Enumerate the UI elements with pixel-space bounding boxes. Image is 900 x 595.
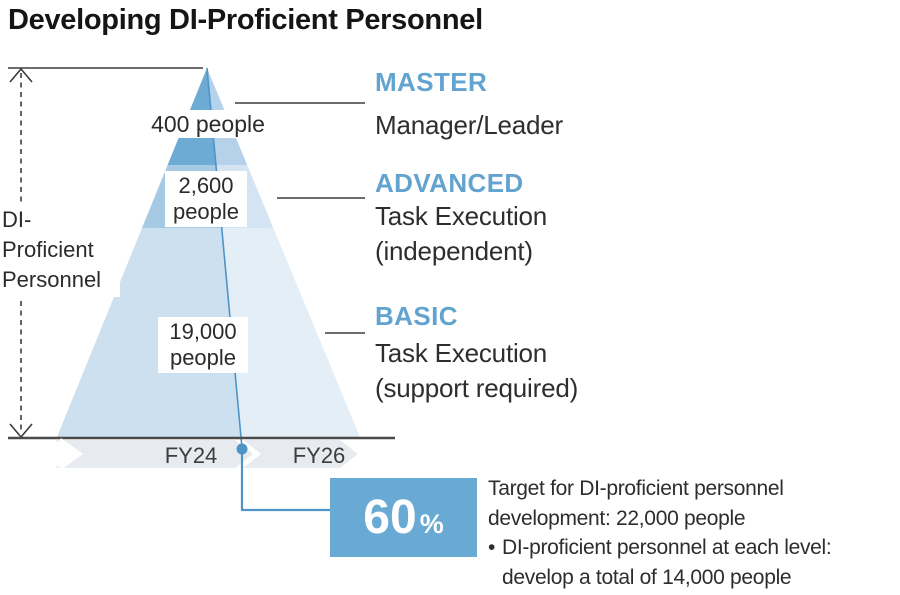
level-name-master: MASTER bbox=[375, 67, 488, 97]
level-desc-advanced-line1: Task Execution bbox=[375, 201, 548, 231]
page-title: Developing DI-Proficient Personnel bbox=[8, 4, 483, 36]
timeline-band-tail-gap bbox=[56, 438, 83, 470]
advanced-count-label: 2,600 people bbox=[165, 171, 247, 227]
timeline-band-fy24 bbox=[55, 440, 253, 468]
pyramid-basic-right-face bbox=[221, 228, 360, 437]
target-text-block: Target for DI-proficient personnel devel… bbox=[488, 474, 888, 592]
advanced-count-value: 2,600 bbox=[178, 173, 234, 198]
basic-count-unit: people bbox=[169, 345, 237, 370]
target-line1: Target for DI-proficient personnel bbox=[488, 477, 784, 500]
master-count-label: 400 people bbox=[148, 110, 268, 138]
percent-callout-unit: % bbox=[419, 509, 444, 539]
level-desc-master: Manager/Leader bbox=[375, 110, 563, 140]
level-desc-basic-line2: (support required) bbox=[375, 373, 579, 403]
percent-callout-value: 60 bbox=[363, 490, 417, 544]
advanced-count-unit: people bbox=[172, 199, 240, 224]
timeline-label-fy24: FY24 bbox=[164, 443, 218, 468]
basic-count-label: 19,000 people bbox=[158, 317, 248, 373]
level-desc-basic-line1: Task Execution bbox=[375, 338, 548, 368]
axis-label-line1: DI-Proficient bbox=[2, 207, 94, 262]
level-name-basic: BASIC bbox=[375, 301, 458, 331]
level-desc-advanced-line2: (independent) bbox=[375, 236, 533, 266]
target-line4: develop a total of 14,000 people bbox=[502, 565, 792, 589]
timeline-label-fy26: FY26 bbox=[292, 443, 346, 468]
target-bullet-row: • DI-proficient personnel at each level: bbox=[488, 533, 888, 563]
percent-callout-box: 60 % bbox=[330, 478, 477, 557]
bullet-icon: • bbox=[488, 536, 496, 559]
callout-anchor-dot bbox=[236, 443, 248, 455]
basic-count-value: 19,000 bbox=[169, 319, 237, 344]
level-name-advanced: ADVANCED bbox=[375, 168, 524, 198]
axis-label: DI-Proficient Personnel bbox=[0, 203, 120, 297]
arrow-up-icon bbox=[9, 67, 33, 83]
pyramid-basic-left-face bbox=[57, 228, 241, 437]
target-line2: development: 22,000 people bbox=[488, 506, 746, 530]
callout-connector-line bbox=[240, 449, 330, 512]
pyramid-master-right-face bbox=[207, 68, 248, 165]
target-line3: DI-proficient personnel at each level: bbox=[502, 536, 832, 559]
timeline-band-fy26 bbox=[243, 440, 358, 468]
axis-label-line2: Personnel bbox=[2, 267, 102, 292]
